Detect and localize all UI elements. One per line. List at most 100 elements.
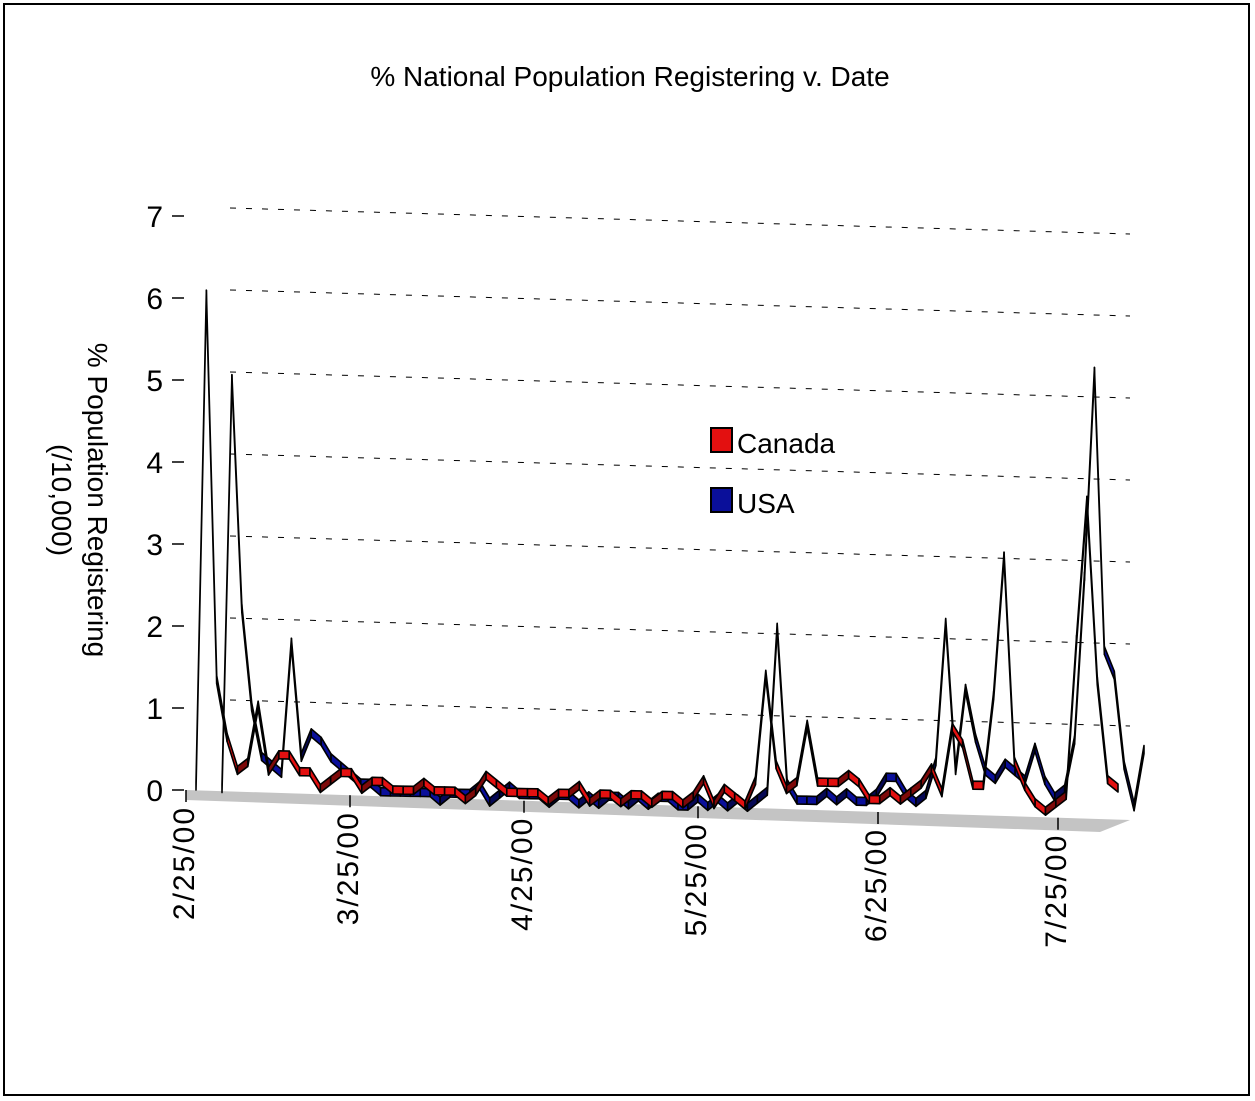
- series-segment: [320, 736, 332, 763]
- series-segment: [371, 776, 384, 787]
- x-tick-label: 6/25/00: [860, 828, 893, 942]
- series-segment: [885, 772, 897, 783]
- chart-floor: [186, 790, 1130, 832]
- series-segment: [837, 769, 850, 788]
- legend-label-canada: Canada: [737, 428, 836, 459]
- series-segment: [935, 617, 947, 767]
- series-segment: [1044, 775, 1056, 802]
- legend: Canada USA: [710, 427, 836, 519]
- series-segment: [827, 777, 840, 788]
- x-tick-label: 2/25/00: [168, 806, 201, 920]
- series-segment: [599, 789, 612, 800]
- series-segment: [845, 788, 858, 807]
- series-segment: [994, 758, 1007, 785]
- series-segment: [972, 780, 985, 791]
- gridline: [229, 289, 1131, 317]
- x-tick-label: 4/25/00: [506, 817, 539, 931]
- series-segment: [816, 787, 828, 806]
- series-segment: [1034, 797, 1047, 816]
- series-segment: [433, 785, 446, 796]
- grid-lines: [229, 207, 1131, 727]
- y-tick-label: 6: [146, 283, 163, 316]
- series-segment: [1023, 781, 1036, 808]
- series-segment: [776, 622, 788, 789]
- series-segment: [1003, 551, 1016, 767]
- series-segment: [984, 766, 997, 785]
- series-segment: [1086, 495, 1099, 686]
- series-segment: [847, 769, 860, 788]
- legend-item-canada: Canada: [710, 427, 836, 459]
- legend-swatch-canada: [710, 427, 733, 453]
- series-segment: [1113, 670, 1125, 771]
- series-segment: [868, 794, 881, 805]
- gridline: [229, 535, 1131, 563]
- series-segment: [257, 700, 270, 776]
- series-segment: [754, 669, 767, 786]
- series-segment: [310, 728, 322, 747]
- series-segment: [855, 796, 868, 807]
- series-segment: [231, 373, 243, 614]
- chart-frame: [3, 3, 1250, 1096]
- x-axis: 2/25/00 3/25/00 4/25/00 5/25/00 6/25/00 7/25/…: [168, 790, 1073, 948]
- series-segment: [205, 289, 218, 685]
- series-segment: [796, 795, 808, 806]
- series-segment: [485, 770, 498, 789]
- series-segment: [340, 767, 353, 778]
- series-segment: [816, 777, 829, 788]
- series-segment: [290, 637, 303, 763]
- series-segment: [241, 603, 253, 712]
- legend-label-usa: USA: [737, 488, 795, 519]
- series-segment: [1123, 760, 1135, 812]
- series-segment: [1096, 676, 1109, 785]
- series-segment: [298, 766, 311, 777]
- series-segment: [443, 786, 456, 796]
- series-segment: [226, 732, 239, 776]
- series-segment: [1024, 742, 1036, 785]
- y-tick-label: 7: [146, 201, 163, 234]
- series-segment: [756, 786, 769, 805]
- series-segment: [516, 787, 529, 798]
- chart-title: % National Population Registering v. Dat…: [370, 61, 889, 92]
- y-axis-label-line1: % Population Registering: [82, 343, 113, 657]
- series-segment: [1034, 742, 1046, 786]
- gridline: [229, 371, 1131, 399]
- series-segment: [964, 683, 977, 743]
- series-segment: [309, 767, 322, 794]
- series-segment: [236, 757, 249, 776]
- series-segment: [723, 783, 736, 802]
- series-segment: [392, 785, 404, 795]
- series-segment: [630, 789, 643, 800]
- series-segment: [195, 289, 208, 791]
- series-segment: [278, 750, 291, 760]
- gridline: [229, 207, 1131, 235]
- series-segment: [961, 739, 974, 790]
- series-segment: [288, 750, 301, 777]
- gridline: [229, 453, 1131, 481]
- series-segment: [733, 791, 746, 810]
- y-tick-label: 0: [146, 775, 163, 808]
- y-tick-label: 4: [146, 447, 163, 480]
- series-layer: [195, 289, 1145, 816]
- series-segment: [1103, 645, 1116, 680]
- series-segment: [505, 787, 518, 798]
- series-segment: [1106, 774, 1119, 793]
- series-segment: [215, 675, 228, 743]
- x-tick-label: 7/25/00: [1040, 834, 1073, 948]
- y-tick-label: 1: [146, 693, 163, 726]
- series-segment: [806, 719, 819, 787]
- series-segment: [974, 733, 987, 776]
- x-tick-label: 5/25/00: [680, 822, 713, 936]
- series-segment: [300, 728, 313, 763]
- series-segment: [992, 551, 1005, 701]
- series-canada: [195, 289, 1119, 816]
- series-segment: [889, 786, 902, 805]
- series-segment: [796, 719, 809, 787]
- series-segment: [329, 767, 342, 786]
- series-segment: [330, 753, 342, 772]
- series-segment: [954, 683, 967, 776]
- x-tick-label: 3/25/00: [332, 811, 365, 925]
- series-segment: [941, 722, 954, 798]
- series-segment: [557, 788, 570, 799]
- gridline: [229, 617, 1131, 645]
